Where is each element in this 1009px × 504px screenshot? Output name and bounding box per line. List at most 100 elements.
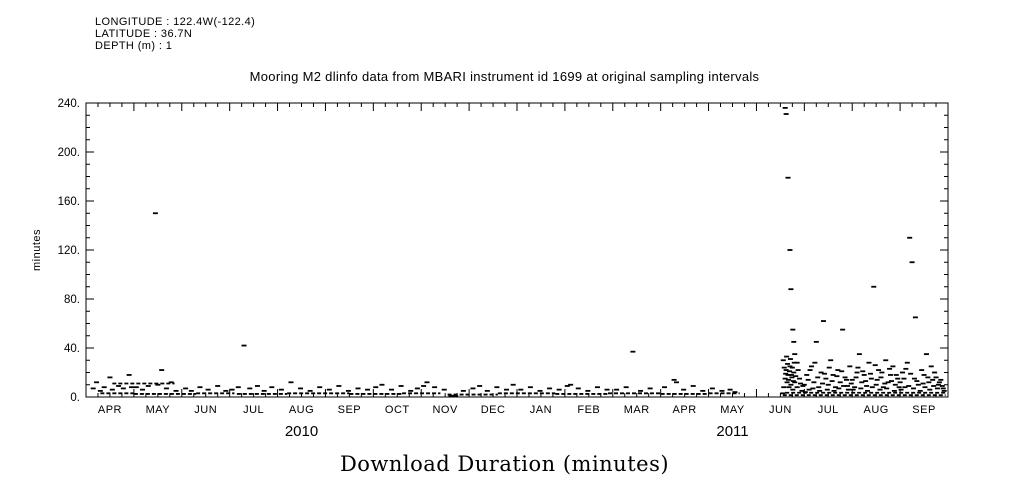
data-point [790,328,796,331]
data-point [133,386,139,389]
month-label: AUG [289,404,314,416]
data-point [866,361,872,364]
data-point [912,316,918,319]
month-label: OCT [385,404,410,416]
data-point [831,389,837,392]
latitude-label: LATITUDE : 36.7N [95,28,193,40]
data-point [789,366,795,369]
data-point [326,388,332,391]
data-point [893,374,899,376]
data-point [877,388,883,391]
data-point [837,381,843,384]
data-point [564,385,570,387]
data-point [884,387,890,390]
data-point [795,369,801,371]
data-point [317,386,323,389]
data-point [940,387,946,390]
data-point [585,389,591,392]
data-point [484,389,490,392]
chart-title: Mooring M2 dlinfo data from MBARI instru… [249,69,760,84]
data-point [575,387,581,390]
data-point [856,353,862,356]
data-point [784,381,790,384]
data-point [799,389,805,392]
year-label: 2010 [285,423,318,440]
data-point [842,376,848,379]
data-point [890,365,896,368]
data-point [873,383,879,386]
data-point [847,365,853,368]
data-point [205,388,211,391]
data-point [828,359,834,362]
data-point [793,375,799,378]
data-point [830,374,836,376]
month-label: JUL [818,404,839,416]
data-point [188,389,194,392]
data-point [414,387,420,390]
data-point [876,369,882,371]
data-point [152,212,158,215]
data-point [791,361,797,364]
data-point [790,380,796,382]
data-point [927,388,933,391]
data-point [843,378,849,381]
data-point [817,389,823,392]
data-point [477,385,483,387]
data-point [630,350,636,353]
data-point [229,388,235,391]
data-point [254,385,260,387]
data-point [638,389,644,392]
data-point [145,385,151,387]
data-point [307,389,313,392]
data-point [90,387,96,390]
data-point [922,386,928,389]
data-point [900,371,906,374]
data-point [159,369,165,371]
data-point [791,340,797,343]
data-point [690,385,696,387]
data-point [917,389,923,392]
data-point [116,385,122,387]
data-point [896,386,902,389]
data-point [864,385,870,387]
data-point [863,380,869,382]
data-point [907,236,913,239]
data-point [494,386,500,389]
data-point [298,387,304,390]
month-label: NOV [432,404,458,416]
data-point [365,388,371,391]
data-point [120,387,126,390]
data-point [197,386,203,389]
data-point [859,381,865,384]
data-point [269,386,275,389]
data-point [379,383,385,386]
data-point [788,374,794,376]
data-point [888,380,894,382]
month-label: MAY [146,404,171,416]
data-point [792,381,798,384]
data-point [780,359,786,362]
data-point [874,378,880,381]
data-point [936,381,942,384]
data-point [925,376,931,379]
data-point [215,385,221,387]
data-point [872,364,878,367]
data-point [845,388,851,391]
data-point [820,382,826,385]
data-point [389,388,395,391]
data-point [853,376,859,379]
data-point [939,385,945,387]
data-point [785,374,791,376]
data-point [867,372,873,375]
data-point [614,388,620,391]
data-point [855,366,861,369]
data-point [869,386,875,389]
data-point [823,377,829,380]
data-point [818,371,824,374]
data-point [820,320,826,322]
data-point [441,388,447,391]
data-point [673,381,679,384]
data-point [719,389,725,392]
data-point [826,366,832,369]
